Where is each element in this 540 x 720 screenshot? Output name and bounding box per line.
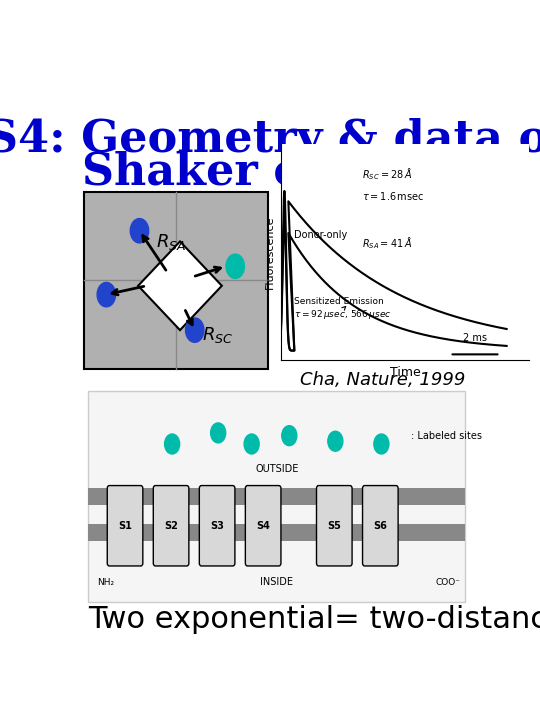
Text: S1: S1 (118, 521, 132, 531)
X-axis label: Time: Time (390, 366, 420, 379)
FancyBboxPatch shape (245, 485, 281, 566)
FancyBboxPatch shape (89, 391, 465, 602)
FancyBboxPatch shape (107, 485, 143, 566)
FancyBboxPatch shape (89, 488, 465, 505)
FancyBboxPatch shape (153, 485, 189, 566)
Text: $R_{SA}$: $R_{SA}$ (157, 233, 187, 253)
Text: Cha, Nature, 1999: Cha, Nature, 1999 (300, 371, 465, 389)
Text: Shaker channel: Shaker channel (82, 150, 471, 194)
Text: Two exponential= two-distances: Two exponential= two-distances (89, 606, 540, 634)
Text: OUTSIDE: OUTSIDE (255, 464, 299, 474)
Text: INSIDE: INSIDE (260, 577, 293, 587)
FancyBboxPatch shape (362, 485, 398, 566)
Text: S5: S5 (327, 521, 341, 531)
Text: $\tau = 1.6\,\mathrm{msec}$: $\tau = 1.6\,\mathrm{msec}$ (362, 190, 424, 202)
Circle shape (186, 318, 204, 342)
Circle shape (211, 423, 226, 443)
Circle shape (374, 434, 389, 454)
Circle shape (328, 431, 343, 451)
Text: S4: Geometry & data of: S4: Geometry & data of (0, 117, 540, 161)
Circle shape (97, 282, 116, 307)
Text: $R_{SC}$: $R_{SC}$ (202, 325, 233, 345)
Text: S3: S3 (210, 521, 224, 531)
Circle shape (282, 426, 297, 446)
Text: S4: S4 (256, 521, 270, 531)
Polygon shape (138, 241, 222, 330)
Text: $R_{SA}= 41\,\AA$: $R_{SA}= 41\,\AA$ (362, 235, 412, 251)
Circle shape (226, 254, 245, 279)
Text: COO⁻: COO⁻ (436, 578, 461, 588)
FancyBboxPatch shape (89, 524, 465, 541)
Text: NH₂: NH₂ (97, 578, 114, 588)
Circle shape (244, 434, 259, 454)
Text: S2: S2 (164, 521, 178, 531)
Circle shape (130, 219, 148, 243)
FancyBboxPatch shape (199, 485, 235, 566)
Text: Donor-only: Donor-only (294, 230, 348, 240)
Text: : Labeled sites: : Labeled sites (410, 431, 482, 441)
Text: 2 ms: 2 ms (463, 333, 487, 343)
Text: S6: S6 (373, 521, 387, 531)
FancyBboxPatch shape (84, 192, 268, 369)
Text: $R_{SC}= 28\,\AA$: $R_{SC}= 28\,\AA$ (362, 166, 412, 181)
Text: Sensitized Emission
$\tau = 92\,\mu sec,\,566\,\mu sec$: Sensitized Emission $\tau = 92\,\mu sec,… (294, 297, 392, 321)
Circle shape (165, 434, 180, 454)
Y-axis label: Fluorescence: Fluorescence (265, 215, 275, 289)
FancyBboxPatch shape (316, 485, 352, 566)
